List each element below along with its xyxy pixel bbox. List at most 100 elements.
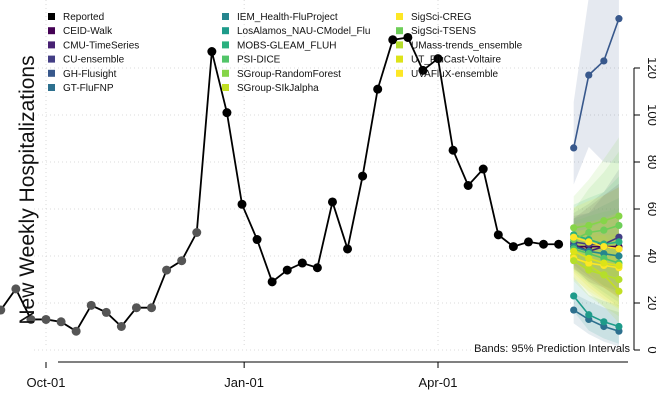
y-axis-label: New Weekly Hospitalizations [16, 55, 39, 324]
reported-point [433, 54, 443, 64]
forecast-point [615, 212, 623, 220]
legend-label: CMU-TimeSeries [63, 40, 139, 51]
legend-swatch [48, 13, 55, 20]
forecast-point [585, 266, 593, 274]
reported-point [358, 171, 368, 181]
reported-point [554, 239, 564, 249]
reported-point [403, 32, 413, 42]
legend-label: UVAFluX-ensemble [411, 69, 499, 80]
reported-point [478, 164, 488, 174]
reported-point [282, 265, 292, 275]
reported-point [343, 244, 353, 254]
forecast-line [573, 224, 620, 241]
reported-point [11, 284, 21, 294]
forecast-line [573, 250, 620, 267]
reported-point [56, 317, 66, 327]
legend-swatch [48, 84, 55, 91]
y-tick-label: 20 [645, 296, 656, 310]
forecast-point [600, 226, 608, 234]
forecast-point [570, 224, 578, 232]
reported-point [448, 145, 458, 155]
x-tick-label: Oct-01 [26, 375, 65, 390]
legend-swatch [222, 13, 229, 20]
legend-label: CEID-Walk [63, 26, 113, 37]
reported-point [523, 237, 533, 247]
forecast-line [573, 248, 620, 264]
axes: Oct-01 Jan-01 Apr-01 0 20 40 60 80 100 120 [26, 57, 656, 390]
legend-swatch [396, 55, 403, 63]
x-tick-label: Jan-01 [224, 375, 264, 390]
legend-swatch [222, 27, 229, 35]
reported-point [222, 108, 232, 118]
reported-point [418, 65, 428, 75]
legend-label: LosAlamos_NAU-CModel_Flu [237, 26, 370, 37]
reported-point [41, 314, 51, 324]
legend-label: GH-Flusight [63, 69, 117, 80]
prediction-band [573, 0, 619, 185]
reported-point [162, 265, 172, 275]
reported-line [0, 36, 559, 333]
reported-point [86, 300, 96, 310]
reported-point [0, 305, 6, 315]
series-points [0, 15, 623, 336]
forecast-point [600, 318, 608, 326]
reported-point [493, 230, 503, 240]
y-tick-label: 0 [645, 346, 656, 353]
y-tick-label: 100 [645, 104, 656, 126]
legend-label: CU-ensemble [63, 55, 125, 66]
forecast-point [585, 71, 593, 79]
forecast-line [573, 260, 620, 281]
reported-point [131, 303, 141, 313]
legend-swatch [222, 69, 229, 77]
prediction-band [573, 169, 619, 292]
legend-label: Reported [63, 12, 104, 23]
legend-label: IEM_Health-FluProject [237, 12, 338, 23]
reported-point [237, 199, 247, 209]
forecast-line [573, 215, 620, 229]
y-tick-label: 40 [645, 249, 656, 263]
forecast-point [615, 221, 623, 230]
legend-label: GT-FluFNP [63, 83, 114, 94]
legend-label: SGroup-RandomForest [237, 69, 341, 80]
reported-point [463, 181, 473, 190]
prediction-bands [573, 0, 619, 347]
forecast-point [615, 275, 623, 284]
forecast-point [615, 322, 623, 331]
reported-point [116, 322, 126, 331]
legend-label: SGroup-SIkJalpha [237, 83, 319, 94]
forecast-point [600, 259, 608, 267]
legend-swatch [396, 69, 403, 77]
forecast-point [585, 311, 593, 319]
forecast-line [573, 234, 620, 246]
legend-swatch [222, 41, 229, 49]
forecast-point [570, 257, 578, 265]
legend-swatch [222, 84, 229, 91]
prediction-band [573, 176, 619, 295]
forecast-line [573, 309, 620, 332]
forecast-point [585, 254, 593, 262]
reported-point [101, 307, 111, 317]
reported-point [267, 277, 277, 287]
legend-label: SigSci-CREG [411, 12, 472, 23]
legend-swatch [48, 27, 55, 35]
reported-point [388, 35, 398, 45]
grid [34, 0, 628, 351]
forecast-line [573, 295, 620, 328]
legend-label: PSI-DICE [237, 55, 281, 66]
reported-point [539, 239, 549, 249]
prediction-band [573, 293, 619, 347]
forecast-point [615, 252, 623, 260]
reported-point [312, 263, 322, 273]
legend-swatch [396, 41, 403, 49]
reported-point [177, 256, 187, 266]
prediction-band [573, 187, 619, 299]
legend-swatch [48, 41, 55, 49]
reported-point [147, 303, 157, 313]
prediction-band [573, 151, 619, 285]
forecast-point [600, 271, 608, 279]
reported-point [26, 314, 36, 324]
reported-point [252, 235, 262, 245]
forecast-point [615, 261, 623, 269]
band-note: Bands: 95% Prediction Intervals [474, 343, 630, 355]
